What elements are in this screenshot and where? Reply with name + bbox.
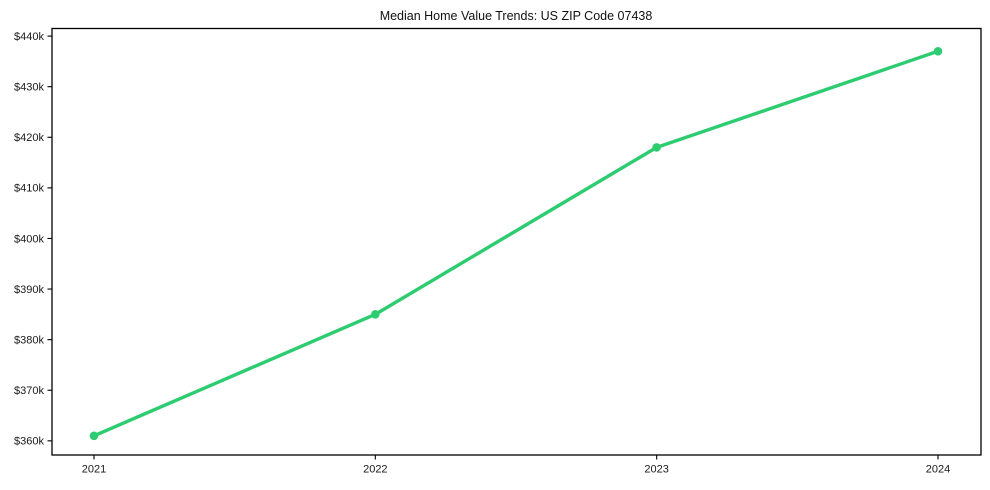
y-tick-label: $370k xyxy=(14,385,44,397)
data-point-2021 xyxy=(89,431,99,441)
data-point-2022 xyxy=(371,310,380,319)
data-point-2024 xyxy=(933,46,943,56)
y-tick-label: $400k xyxy=(14,233,44,245)
y-tick-label: $390k xyxy=(14,284,44,296)
y-tick-label: $360k xyxy=(14,436,44,448)
y-tick-label: $440k xyxy=(14,31,44,43)
plot-border xyxy=(51,27,982,456)
y-tick-label: $420k xyxy=(14,132,44,144)
y-tick-label: $430k xyxy=(14,81,44,93)
x-tick-label: 2023 xyxy=(644,464,668,476)
chart-title: Median Home Value Trends: US ZIP Code 07… xyxy=(380,9,653,23)
data-point-2023 xyxy=(652,143,661,152)
y-tick-label: $410k xyxy=(14,183,44,195)
x-tick-label: 2024 xyxy=(926,464,950,476)
plot-area: $360k $370k $380k $390k $400k $410k $420k $430k… xyxy=(14,27,982,476)
x-tick-label: 2022 xyxy=(363,464,387,476)
y-tick-label: $380k xyxy=(14,334,44,346)
trend-line xyxy=(92,49,940,438)
x-tick-label: 2021 xyxy=(82,464,106,476)
